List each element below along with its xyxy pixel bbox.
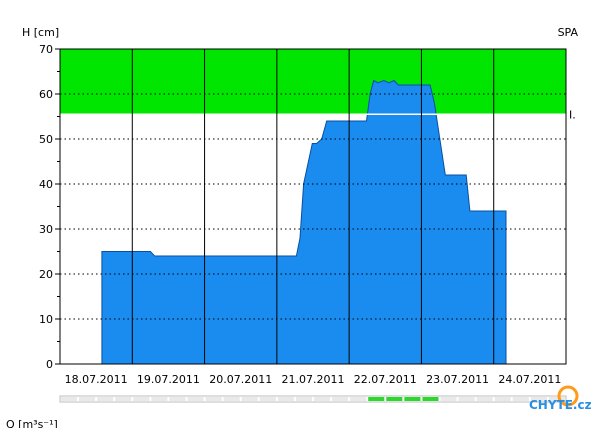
timeline-segment	[512, 397, 529, 401]
water-level-area	[101, 79, 507, 365]
y-tick-label: 20	[39, 268, 53, 281]
x-tick-label: 18.07.2011	[65, 373, 128, 386]
tick-layer: 0 10 20 30 40 50 60 70 18.07.2011 19.07.2011 20.07…	[39, 43, 561, 386]
y-tick-label: 60	[39, 88, 53, 101]
timeline-bar[interactable]	[59, 395, 567, 403]
flood-band-label: I.	[569, 108, 576, 121]
timeline-segment-active	[422, 397, 439, 401]
timeline-segment	[61, 397, 78, 401]
timeline-segment	[115, 397, 132, 401]
timeline-segment	[259, 397, 276, 401]
timeline-segment	[241, 397, 258, 401]
timeline-segment	[223, 397, 240, 401]
station-code: SPA	[558, 26, 579, 39]
timeline-segment	[458, 397, 475, 401]
plot-frame	[59, 48, 567, 365]
timeline-segment	[530, 397, 547, 401]
timeline-segment	[187, 397, 204, 401]
x-tick-label: 23.07.2011	[426, 373, 489, 386]
y-axis-label: H [cm]	[22, 26, 59, 39]
grid-layer	[60, 49, 566, 364]
timeline-segment	[440, 397, 457, 401]
timeline-segment	[205, 397, 222, 401]
y-tick-label: 0	[46, 358, 53, 371]
timeline-segment	[548, 397, 565, 401]
flood-band-layer: I.	[60, 49, 576, 121]
timeline-segment	[494, 397, 511, 401]
timeline-segment	[79, 397, 96, 401]
timeline-segment-active	[386, 397, 403, 401]
logo-text: CHYTE.cz	[529, 398, 591, 412]
timeline-segment	[314, 397, 331, 401]
x-tick-label: 19.07.2011	[137, 373, 200, 386]
water-level-area-layer	[101, 79, 507, 365]
x-tick-label: 21.07.2011	[282, 373, 345, 386]
logo-ring-icon	[557, 385, 579, 407]
timeline-segment-active	[404, 397, 421, 401]
timeline-segment	[97, 397, 114, 401]
timeline-segment	[133, 397, 150, 401]
timeline-segment	[476, 397, 493, 401]
y-tick-label: 30	[39, 223, 53, 236]
timeline-segment-active	[368, 397, 385, 401]
timeline-segment	[277, 397, 294, 401]
y-tick-label: 40	[39, 178, 53, 191]
chyte-logo: CHYTE.cz	[529, 385, 591, 412]
flood-band	[60, 49, 566, 115]
y-tick-label: 70	[39, 43, 53, 56]
timeline-segment	[332, 397, 349, 401]
timeline-segment	[295, 397, 312, 401]
x-tick-label: 20.07.2011	[209, 373, 272, 386]
timeline-segment	[151, 397, 168, 401]
timeline-segment	[350, 397, 367, 401]
timeline-track	[59, 395, 567, 403]
x-tick-label: 24.07.2011	[498, 373, 561, 386]
y-tick-label: 50	[39, 133, 53, 146]
flow-axis-label: Q [m³s⁻¹]	[6, 418, 58, 428]
x-tick-label: 22.07.2011	[354, 373, 417, 386]
timeline-segment	[169, 397, 186, 401]
y-tick-label: 10	[39, 313, 53, 326]
